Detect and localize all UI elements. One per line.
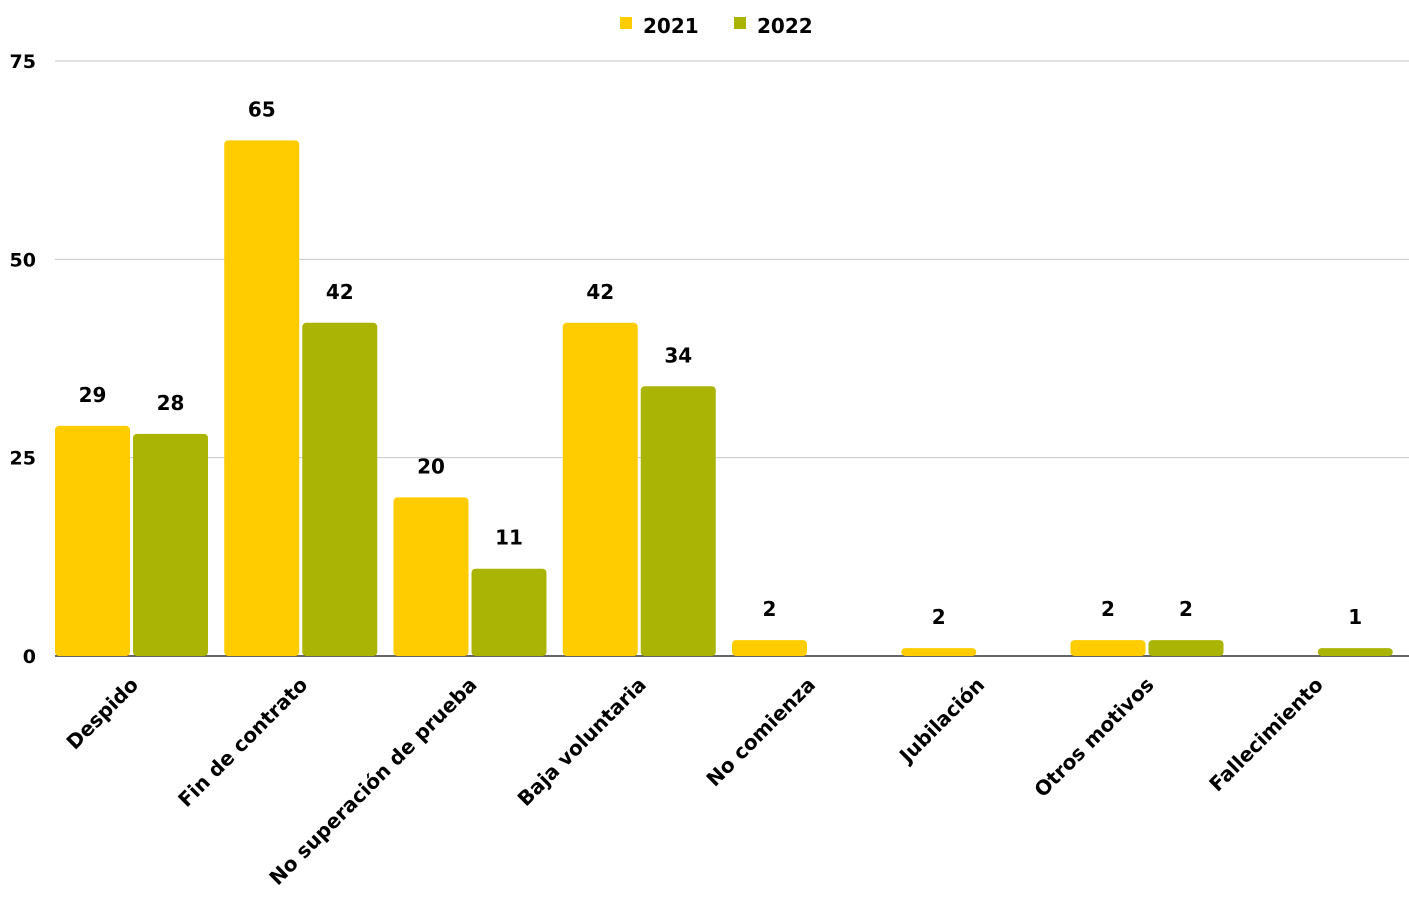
- bar-2021-4: [562, 322, 638, 656]
- legend: 2021 2022: [620, 14, 813, 38]
- bar-2021-7: [1070, 640, 1146, 656]
- legend-swatch-2022: [734, 17, 746, 29]
- bar-2021-6: [901, 648, 977, 656]
- bars: [55, 140, 1393, 657]
- data-label: 2: [763, 597, 777, 621]
- data-label: 29: [79, 383, 107, 407]
- legend-label: 2021: [643, 14, 699, 38]
- bar-2022-7: [1148, 640, 1224, 656]
- data-label: 2: [932, 605, 946, 629]
- y-tick-label: 50: [10, 249, 36, 271]
- legend-swatch-2021: [620, 17, 632, 29]
- x-category-label: Fallecimiento: [1204, 673, 1328, 797]
- x-category-label: Jubilación: [893, 673, 989, 769]
- data-label: 42: [586, 280, 614, 304]
- data-label: 42: [326, 280, 354, 304]
- x-category-label: Fin de contrato: [173, 673, 312, 812]
- bar-2022-2: [302, 322, 378, 656]
- x-category-label: Otros motivos: [1029, 673, 1158, 802]
- x-category-label: Despido: [61, 673, 143, 755]
- data-label: 34: [664, 343, 692, 367]
- data-label: 2: [1101, 597, 1115, 621]
- data-label: 1: [1348, 605, 1362, 629]
- x-category-label: No superación de prueba: [264, 673, 481, 890]
- x-category-label: Baja voluntaria: [513, 673, 651, 811]
- bar-2021-5: [732, 640, 807, 656]
- bar-2022-8: [1317, 648, 1393, 656]
- data-labels: 29 28 65 42 20 11 42 34 2 2 2 2 1: [79, 97, 1363, 629]
- bar-2021-2: [224, 140, 300, 657]
- data-label: 65: [248, 97, 276, 121]
- bar-2022-1: [133, 433, 208, 656]
- bar-2021-1: [55, 425, 130, 656]
- y-tick-label: 0: [23, 646, 36, 668]
- y-tick-label: 25: [10, 448, 36, 470]
- data-label: 20: [417, 454, 445, 478]
- x-category-label: No comienza: [701, 673, 820, 792]
- bar-2022-4: [640, 386, 716, 656]
- bar-2022-3: [471, 568, 547, 656]
- legend-label: 2022: [757, 14, 813, 38]
- bar-2021-3: [393, 497, 469, 656]
- y-axis: 0 25 50 75: [10, 51, 36, 668]
- y-tick-label: 75: [10, 51, 36, 73]
- data-label: 11: [495, 526, 523, 550]
- data-label: 2: [1179, 597, 1193, 621]
- data-label: 28: [157, 391, 185, 415]
